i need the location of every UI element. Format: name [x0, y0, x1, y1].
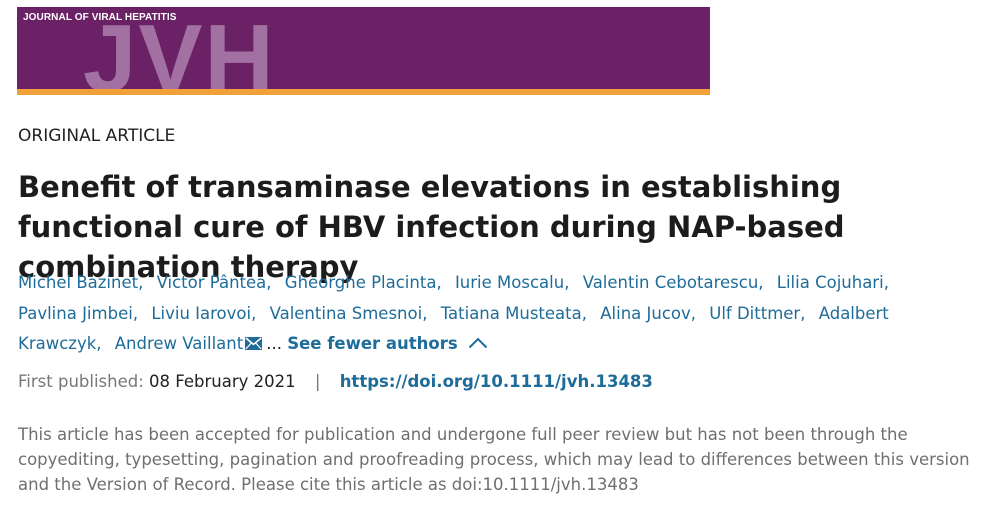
- author-link[interactable]: Valentina Smesnoi: [269, 303, 423, 323]
- author-link[interactable]: Adalbert Krawczyk: [18, 303, 889, 354]
- author-link[interactable]: Pavlina Jimbei: [18, 303, 133, 323]
- author-link[interactable]: Ulf Dittmer: [709, 303, 801, 323]
- publication-divider: |: [314, 372, 321, 391]
- journal-name: JOURNAL OF VIRAL HEPATITIS: [23, 12, 177, 23]
- author-link[interactable]: Victor Pântea: [156, 273, 267, 292]
- accepted-article-notice: This article has been accepted for publi…: [18, 425, 970, 494]
- author-link[interactable]: Michel Bazinet: [18, 273, 139, 292]
- see-fewer-label: See fewer authors: [287, 334, 458, 353]
- author-separator: ,: [96, 334, 102, 353]
- author-link[interactable]: Liviu Iarovoi: [151, 303, 252, 323]
- first-published-date: 08 February 2021: [149, 372, 296, 391]
- author-separator: ,: [690, 303, 697, 323]
- author-link[interactable]: Tatiana Musteata: [440, 303, 582, 323]
- author-separator: ,: [132, 303, 139, 323]
- see-fewer-authors-toggle[interactable]: See fewer authors: [287, 334, 488, 353]
- chevron-up-icon: [468, 329, 488, 360]
- author-separator: ,: [266, 273, 272, 292]
- author-separator: ,: [883, 273, 889, 292]
- envelope-icon[interactable]: [245, 330, 263, 361]
- publication-info: First published: 08 February 2021 | http…: [18, 372, 653, 391]
- author-separator: ,: [422, 303, 428, 323]
- author-separator: ,: [251, 303, 257, 323]
- author-separator: ,: [138, 273, 144, 292]
- author-separator: ,: [581, 303, 587, 323]
- author-separator: ,: [564, 273, 570, 292]
- author-link[interactable]: Lilia Cojuhari: [776, 273, 884, 292]
- author-link[interactable]: Iurie Moscalu: [454, 273, 565, 292]
- article-title: Benefit of transaminase elevations in es…: [18, 170, 845, 284]
- author-list: Michel Bazinet, Victor Pântea, Gheorghe …: [18, 268, 978, 361]
- first-published-label: First published:: [18, 372, 144, 391]
- author-separator: ,: [758, 273, 764, 292]
- author-separator: ,: [436, 273, 442, 292]
- author-link[interactable]: Andrew Vaillant: [114, 334, 244, 353]
- author-link[interactable]: Valentin Cebotarescu: [582, 273, 759, 292]
- author-separator: ,: [800, 303, 806, 323]
- author-link[interactable]: Alina Jucov: [600, 303, 691, 323]
- banner-stripe: [17, 89, 710, 95]
- author-ellipsis: ...: [266, 334, 282, 353]
- article-type: ORIGINAL ARTICLE: [18, 126, 176, 146]
- doi-link[interactable]: https://doi.org/10.1111/jvh.13483: [339, 372, 653, 391]
- journal-banner[interactable]: JVH JOURNAL OF VIRAL HEPATITIS: [17, 7, 710, 89]
- author-link[interactable]: Gheorghe Placinta: [284, 273, 437, 292]
- journal-logo: JVH: [83, 7, 276, 90]
